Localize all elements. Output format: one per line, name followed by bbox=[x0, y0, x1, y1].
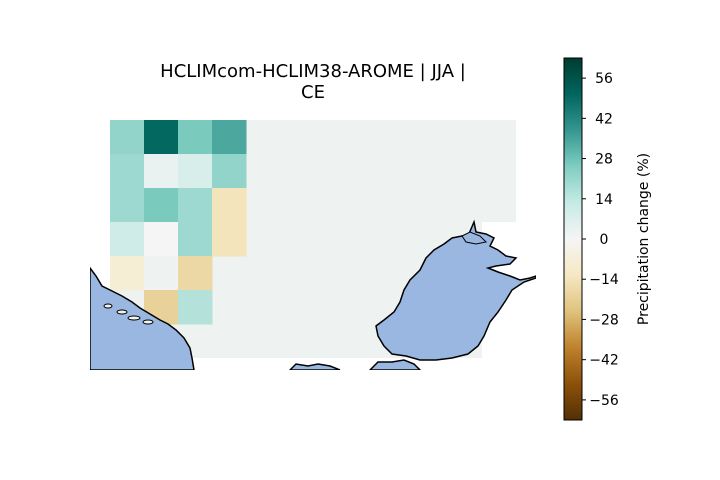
precip-cell bbox=[144, 120, 179, 155]
precip-cell bbox=[144, 222, 179, 257]
precip-cell bbox=[178, 256, 213, 291]
colorbar-gradient bbox=[563, 57, 583, 421]
colorbar-tick-label: 56 bbox=[595, 71, 613, 87]
precip-cell bbox=[212, 154, 247, 189]
colorbar-tick-label: 28 bbox=[595, 152, 613, 168]
precip-cell bbox=[178, 154, 213, 189]
colorbar-tick-label: 42 bbox=[595, 111, 613, 127]
precip-cell bbox=[144, 188, 179, 223]
island bbox=[116, 309, 128, 315]
colorbar-tick-label: −56 bbox=[589, 393, 619, 409]
precip-cell bbox=[110, 256, 145, 291]
precip-cell bbox=[212, 188, 247, 223]
aegean-sea bbox=[288, 363, 341, 370]
precip-cell bbox=[178, 120, 213, 155]
precip-cell bbox=[178, 188, 213, 223]
precip-cell bbox=[110, 188, 145, 223]
colorbar-label: Precipitation change (%) bbox=[636, 153, 652, 325]
map-panel bbox=[90, 120, 536, 370]
black-sea bbox=[375, 219, 536, 361]
precip-cell bbox=[212, 120, 247, 155]
colorbar-tick-label: 0 bbox=[600, 232, 609, 248]
colorbar-tick-label: −28 bbox=[589, 312, 619, 328]
adriatic-sea bbox=[90, 266, 195, 370]
precip-cell bbox=[178, 222, 213, 257]
precip-grid bbox=[110, 120, 247, 325]
island bbox=[103, 303, 113, 309]
island bbox=[127, 315, 141, 321]
colorbar-tick-label: 14 bbox=[595, 192, 613, 208]
precip-cell bbox=[110, 120, 145, 155]
island bbox=[142, 319, 154, 325]
colorbar-ticks: 56 42 28 14 0 −14 −28 −42 −56 bbox=[582, 71, 619, 409]
colorbar-tick-label: −42 bbox=[589, 353, 619, 369]
precip-cell bbox=[178, 290, 213, 325]
precip-cell bbox=[144, 256, 179, 291]
precip-cell bbox=[110, 154, 145, 189]
colorbar: 56 42 28 14 0 −14 −28 −42 −56 Precipitation chan… bbox=[563, 57, 652, 421]
marmara-sea bbox=[368, 359, 422, 370]
colorbar-tick-label: −14 bbox=[589, 272, 619, 288]
title-line-1: HCLIMcom-HCLIM38-AROME | JJA | bbox=[160, 61, 466, 82]
title-line-2: CE bbox=[301, 82, 325, 103]
precip-cell bbox=[144, 154, 179, 189]
precip-cell bbox=[212, 222, 247, 257]
sea-of-azov bbox=[461, 231, 488, 245]
precip-cell bbox=[110, 222, 145, 257]
